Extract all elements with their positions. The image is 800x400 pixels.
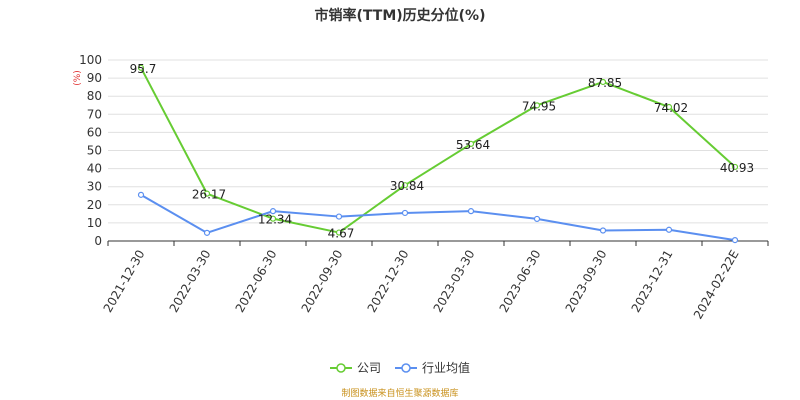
data-point: [203, 190, 211, 197]
data-point: [467, 208, 475, 215]
legend-swatch-marker: [336, 363, 346, 373]
y-tick-label: 20: [87, 198, 102, 212]
data-point: [335, 229, 343, 236]
data-point: [203, 229, 211, 236]
data-point: [467, 140, 475, 148]
data-point: [335, 213, 343, 220]
y-tick-label: 100: [79, 53, 102, 67]
data-point: [731, 163, 739, 171]
data-label: 30.84: [390, 179, 424, 193]
legend-swatch-marker: [401, 363, 411, 373]
x-tick-label: 2023-09-30: [563, 248, 610, 315]
y-tick-label: 60: [87, 125, 102, 139]
y-tick-label: 80: [87, 89, 102, 103]
x-tick-label: 2022-03-30: [167, 248, 214, 315]
data-point: [731, 236, 739, 244]
x-tick-label: 2021-12-30: [101, 248, 148, 315]
series-line: [140, 67, 736, 234]
y-tick-label: 90: [87, 71, 102, 85]
data-label: 40.93: [720, 161, 754, 175]
data-point: [599, 78, 607, 86]
data-point: [269, 215, 277, 222]
x-tick-label: 2023-12-31: [629, 248, 676, 315]
chart-title: 市销率(TTM)历史分位(%): [315, 7, 486, 24]
y-tick-label: 30: [87, 180, 102, 194]
data-point: [665, 103, 673, 111]
series-layer: [137, 64, 739, 244]
y-axis-ticks: 0 10 20 30 40 50 60 70 80 90 100: [79, 53, 102, 248]
legend-label: 公司: [357, 361, 381, 375]
data-point: [599, 227, 607, 234]
data-point: [533, 102, 541, 109]
data-label: 4.67: [328, 227, 355, 241]
data-point: [137, 191, 145, 198]
grid-lines: [108, 59, 768, 224]
x-tick-label: 2023-06-30: [497, 248, 544, 315]
y-tick-label: 70: [87, 107, 102, 121]
data-label: 26.17: [192, 188, 226, 202]
y-tick-label: 10: [87, 216, 102, 230]
data-label: 74.02: [654, 101, 688, 115]
y-tick-label: 40: [87, 162, 102, 176]
x-tick-label: 2022-09-30: [299, 248, 346, 315]
y-axis-unit: (%): [73, 70, 83, 86]
data-point: [269, 208, 277, 215]
data-label: 53.64: [456, 138, 490, 152]
x-tick-label: 2022-06-30: [233, 248, 280, 315]
x-tick-label: 2023-03-30: [431, 248, 478, 315]
data-label: 87.85: [588, 76, 622, 90]
y-tick-label: 50: [87, 144, 102, 158]
data-point: [137, 64, 145, 71]
source-note: 制图数据来自恒生聚源数据库: [341, 387, 458, 399]
data-label: 95.7: [130, 62, 157, 76]
data-point: [533, 215, 541, 223]
series-line: [140, 193, 736, 242]
data-point: [401, 209, 409, 217]
data-label: 12.34: [258, 213, 292, 227]
legend-label: 行业均值: [422, 360, 470, 375]
x-axis: 2021-12-30 2022-03-30 2022-06-30 2022-09-30…: [101, 240, 769, 322]
data-labels: 95.7 26.17 12.34 4.67 30.84 53.64 74.95 87.85 74…: [130, 62, 755, 241]
x-tick-label: 2022-12-30: [365, 248, 412, 315]
data-point: [401, 182, 409, 189]
x-tick-label: 2024-02-22E: [691, 248, 742, 322]
legend: 公司 行业均值: [330, 360, 470, 375]
y-tick-label: 0: [94, 234, 102, 248]
data-point: [665, 226, 673, 233]
data-label: 74.95: [522, 99, 556, 113]
